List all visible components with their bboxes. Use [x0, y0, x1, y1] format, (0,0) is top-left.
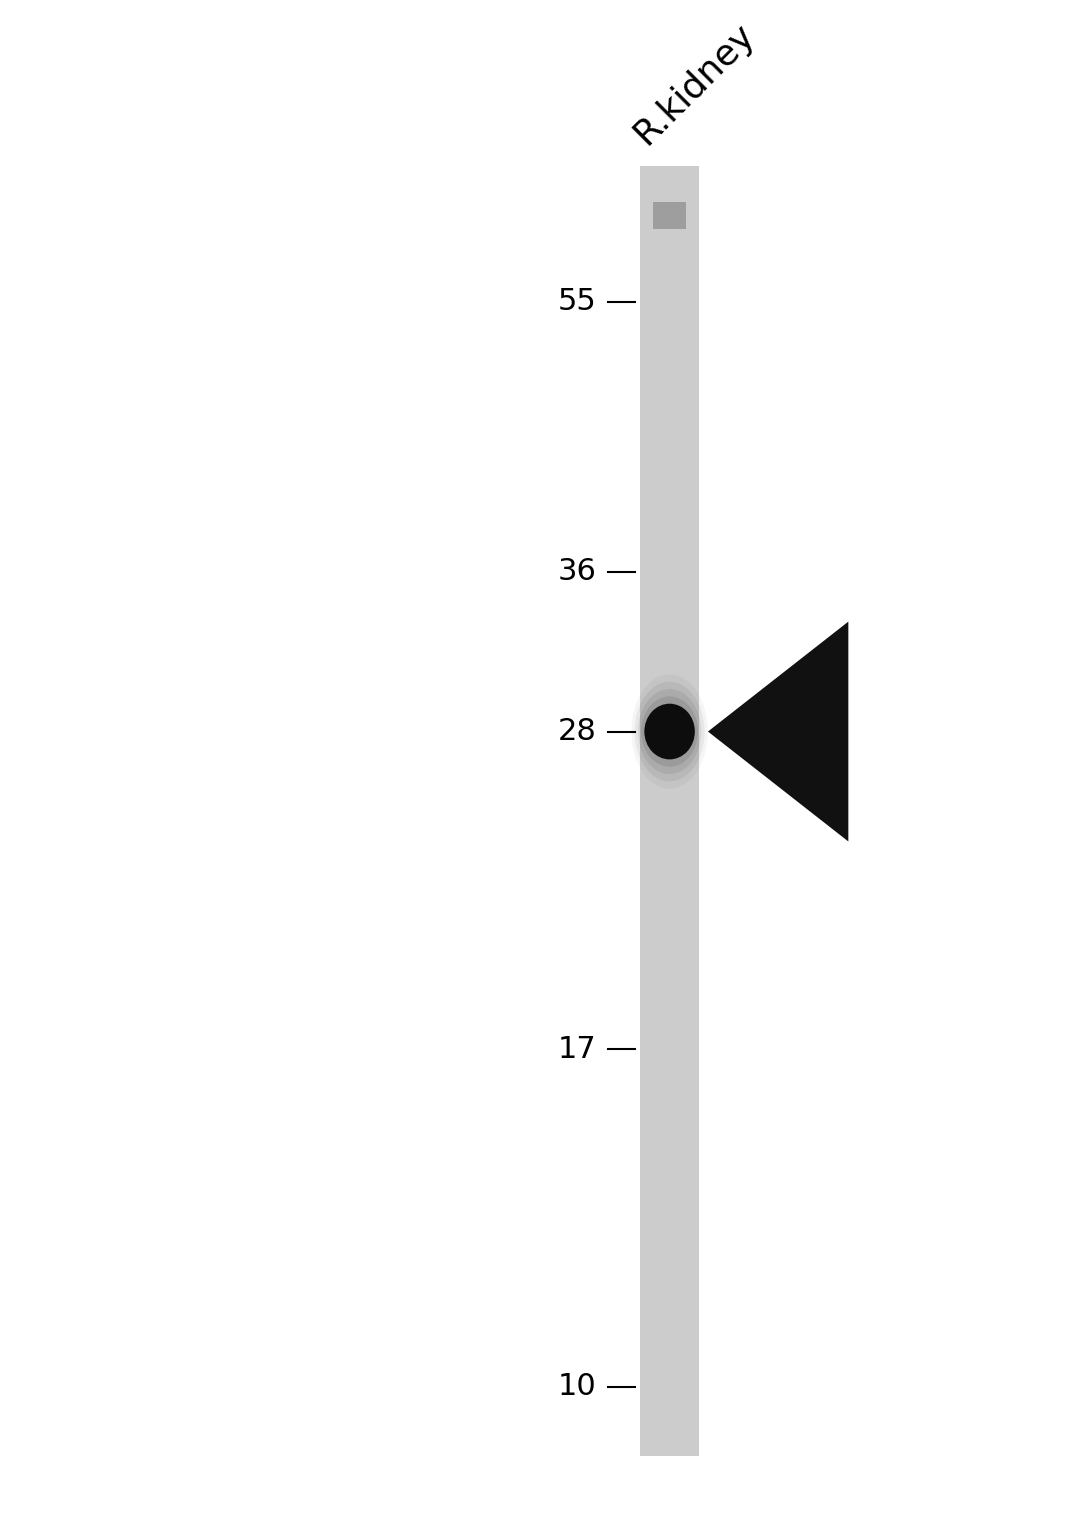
Polygon shape [708, 622, 849, 841]
Ellipse shape [638, 690, 701, 774]
Ellipse shape [642, 696, 698, 766]
Bar [653, 202, 686, 228]
Bar [639, 165, 700, 1456]
Text: 28: 28 [558, 717, 597, 746]
Text: R.kidney: R.kidney [627, 17, 761, 151]
Text: 36: 36 [558, 557, 597, 586]
Ellipse shape [645, 703, 694, 760]
Ellipse shape [635, 682, 704, 781]
Text: 10: 10 [558, 1373, 597, 1402]
Text: 55: 55 [558, 287, 597, 317]
Text: 17: 17 [558, 1035, 597, 1064]
